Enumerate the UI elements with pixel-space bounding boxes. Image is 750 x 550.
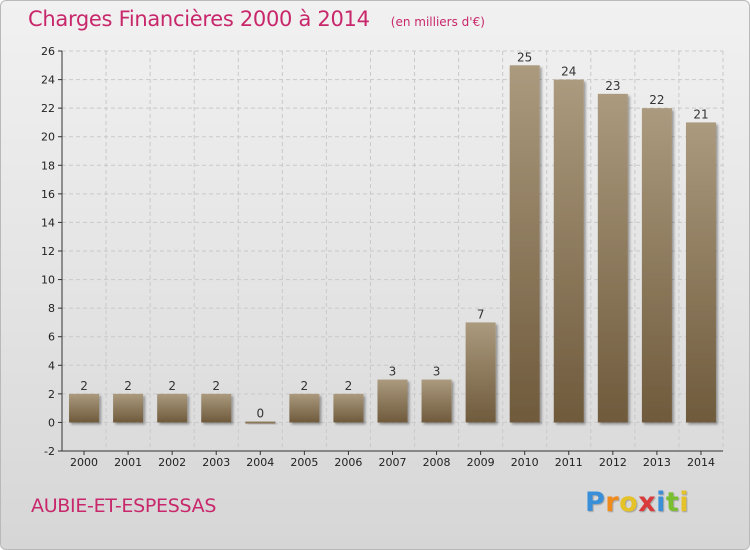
logo-letter: x: [638, 487, 657, 518]
data-label: 25: [517, 50, 532, 64]
x-tick-label: 2000: [70, 456, 98, 469]
y-tick-label: 24: [41, 74, 55, 87]
bar: [333, 393, 364, 423]
data-label: 24: [561, 65, 576, 79]
data-label: 2: [168, 379, 176, 393]
bar: [685, 122, 716, 423]
data-label: 2: [124, 379, 132, 393]
bar: [641, 108, 672, 423]
y-tick-label: 14: [41, 216, 55, 229]
y-tick-label: -2: [44, 445, 55, 458]
x-tick-label: 2012: [599, 456, 627, 469]
data-label: 22: [649, 93, 664, 107]
logo-letter: t: [665, 487, 680, 518]
x-tick-label: 2009: [467, 456, 495, 469]
y-tick-label: 8: [48, 302, 55, 315]
chart-title-text: Charges Financières 2000 à 2014: [28, 7, 370, 31]
x-tick-label: 2004: [246, 456, 274, 469]
logo-letter: i: [679, 487, 690, 518]
bar: [245, 421, 276, 424]
y-tick-label: 16: [41, 188, 55, 201]
x-tick-label: 2007: [379, 456, 407, 469]
x-tick-label: 2013: [643, 456, 671, 469]
y-tick-label: 10: [41, 274, 55, 287]
x-tick-label: 2001: [114, 456, 142, 469]
data-label: 23: [605, 79, 620, 93]
x-tick-label: 2002: [158, 456, 186, 469]
bar: [377, 379, 408, 423]
y-tick-label: 6: [48, 331, 55, 344]
proxiti-logo: Proxiti: [585, 487, 689, 518]
bar: [597, 93, 628, 423]
logo-letter: r: [605, 487, 620, 518]
y-tick-label: 12: [41, 245, 55, 258]
bar: [421, 379, 452, 423]
data-label: 3: [389, 365, 397, 379]
y-tick-label: 22: [41, 102, 55, 115]
data-label: 2: [301, 379, 309, 393]
data-label: 3: [433, 365, 441, 379]
chart-title: Charges Financières 2000 à 2014 (en mill…: [28, 7, 485, 31]
y-tick-label: 20: [41, 131, 55, 144]
commune-name: AUBIE-ET-ESPESSAS: [31, 495, 217, 517]
bar: [509, 65, 540, 423]
x-tick-label: 2014: [687, 456, 715, 469]
logo-letter: i: [656, 487, 666, 518]
x-tick-label: 2011: [555, 456, 583, 469]
bar: [69, 393, 100, 423]
data-label: 0: [256, 406, 264, 420]
data-label: 7: [477, 307, 485, 321]
data-label: 2: [80, 379, 88, 393]
x-tick-label: 2010: [511, 456, 539, 469]
logo-letter: o: [619, 487, 639, 518]
bar: [553, 79, 584, 423]
bar: [465, 322, 496, 423]
x-tick-label: 2003: [202, 456, 230, 469]
y-tick-label: 2: [48, 388, 55, 401]
bar: [113, 393, 144, 423]
bar: [201, 393, 232, 423]
y-tick-label: 0: [48, 416, 55, 429]
y-tick-label: 26: [41, 45, 55, 58]
chart-unit-text: (en milliers d'€): [390, 15, 485, 29]
data-label: 21: [693, 107, 708, 121]
logo-letter: P: [585, 487, 606, 518]
y-tick-label: 18: [41, 159, 55, 172]
y-tick-label: 4: [48, 359, 55, 372]
bar: [289, 393, 320, 423]
bar: [157, 393, 188, 423]
x-tick-label: 2006: [334, 456, 362, 469]
data-label: 2: [345, 379, 353, 393]
data-label: 2: [212, 379, 220, 393]
x-tick-label: 2005: [290, 456, 318, 469]
x-tick-label: 2008: [423, 456, 451, 469]
